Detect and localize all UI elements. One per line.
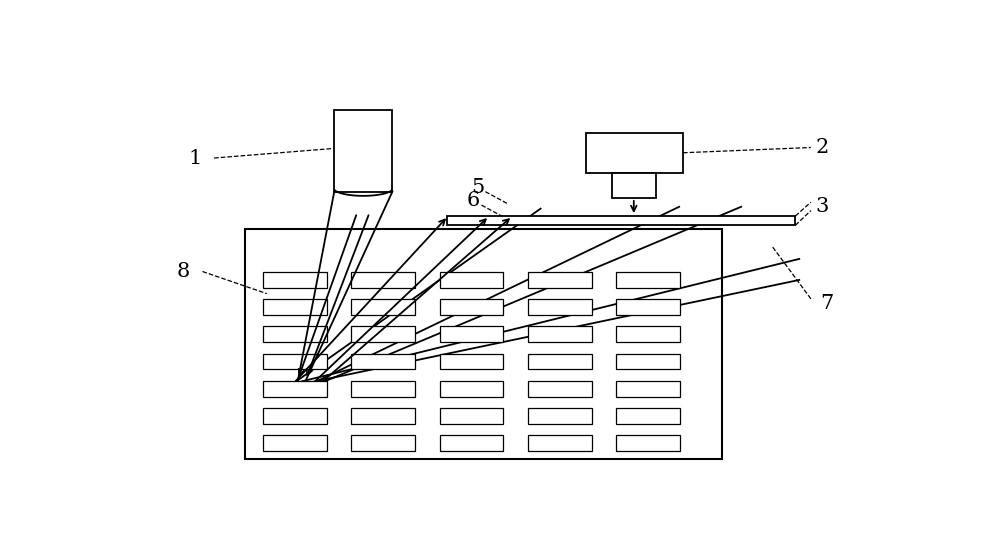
Bar [263, 353, 326, 370]
Text: 3: 3 [816, 197, 829, 216]
Text: 6: 6 [467, 192, 480, 210]
Bar [616, 436, 680, 452]
Bar [528, 353, 592, 370]
Bar [351, 326, 415, 342]
Bar [616, 271, 680, 288]
Bar [440, 353, 503, 370]
Bar [351, 299, 415, 315]
Bar [528, 408, 592, 424]
Bar [334, 110, 392, 192]
Bar [440, 408, 503, 424]
Bar [263, 271, 326, 288]
Bar [263, 299, 326, 315]
Bar [263, 326, 326, 342]
Bar [351, 353, 415, 370]
Bar [263, 408, 326, 424]
Bar [616, 408, 680, 424]
Bar [263, 381, 326, 397]
Text: 5: 5 [471, 178, 484, 197]
Bar [440, 326, 503, 342]
Bar [351, 408, 415, 424]
Bar [447, 216, 795, 225]
Bar [351, 381, 415, 397]
Bar [528, 271, 592, 288]
Bar [351, 436, 415, 452]
Text: 1: 1 [188, 149, 201, 168]
Bar [245, 229, 722, 459]
Bar [616, 326, 680, 342]
Text: 7: 7 [820, 294, 833, 312]
Bar [440, 271, 503, 288]
Text: 8: 8 [176, 262, 190, 281]
Bar [263, 436, 326, 452]
Bar [440, 436, 503, 452]
Bar [586, 133, 683, 173]
Bar [440, 381, 503, 397]
Bar [612, 173, 656, 198]
Bar [528, 326, 592, 342]
Bar [440, 299, 503, 315]
Bar [528, 381, 592, 397]
Bar [351, 271, 415, 288]
Text: 2: 2 [816, 138, 829, 157]
Bar [616, 381, 680, 397]
Bar [528, 299, 592, 315]
Bar [528, 436, 592, 452]
Bar [616, 299, 680, 315]
Bar [616, 353, 680, 370]
